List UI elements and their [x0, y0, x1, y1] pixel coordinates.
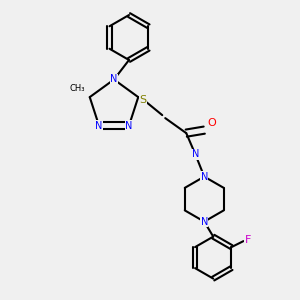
Text: N: N [110, 74, 118, 85]
Text: CH₃: CH₃ [70, 84, 86, 93]
Text: N: N [192, 149, 199, 159]
Text: N: N [201, 172, 208, 182]
Text: F: F [245, 235, 251, 244]
Text: N: N [201, 217, 208, 226]
Text: S: S [139, 95, 146, 105]
Text: N: N [95, 121, 103, 130]
Text: O: O [207, 118, 216, 128]
Text: N: N [125, 121, 133, 130]
